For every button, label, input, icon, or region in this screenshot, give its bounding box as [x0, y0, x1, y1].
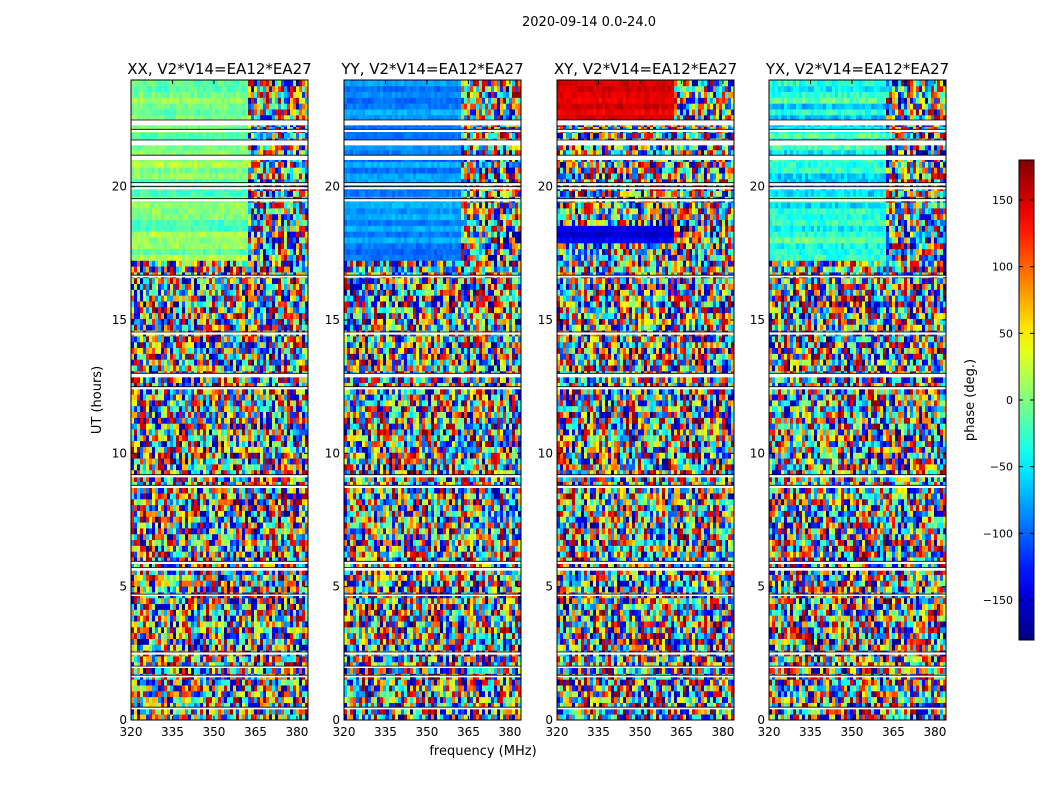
panel-yy: YY, V2*V14=EA12*EA27 320 335 350 365 380 0 5 10 1…: [325, 60, 524, 739]
panel-xy: XY, V2*V14=EA12*EA27 320 335 350 365 380 0 5 10 1…: [538, 60, 737, 739]
x-tick-label: 335: [161, 725, 184, 739]
y-tick-label: 15: [112, 313, 127, 327]
y-tick-label: 10: [112, 446, 127, 460]
x-tick-label: 380: [923, 725, 946, 739]
figure-title: 2020-09-14 0.0-24.0: [522, 15, 656, 30]
y-tick-label: 0: [119, 713, 127, 727]
x-tick-label: 365: [244, 725, 267, 739]
y-tick-label: 15: [750, 313, 765, 327]
colorbar-tick-label: −150: [983, 594, 1013, 607]
y-tick-label: 20: [325, 180, 340, 194]
colorbar-tick-label: −50: [990, 461, 1013, 474]
y-tick-label: 0: [332, 713, 340, 727]
x-tick-label: 335: [374, 725, 397, 739]
y-tick-label: 0: [757, 713, 765, 727]
y-tick-label: 10: [325, 446, 340, 460]
y-tick-label: 5: [757, 580, 765, 594]
panel-title: YY, V2*V14=EA12*EA27: [340, 60, 523, 78]
panel-xx: XX, V2*V14=EA12*EA27 320 335 350 365 380 0 5 10 1…: [112, 60, 312, 739]
x-tick-label: 380: [498, 725, 521, 739]
y-tick-label: 20: [538, 180, 553, 194]
x-axis-label: frequency (MHz): [429, 744, 536, 759]
y-tick-label: 20: [750, 180, 765, 194]
colorbar-tick-label: 50: [999, 327, 1013, 340]
y-tick-label: 10: [750, 446, 765, 460]
panel-frame: [556, 79, 735, 721]
x-tick-label: 350: [416, 725, 439, 739]
panel-title: YX, V2*V14=EA12*EA27: [765, 60, 949, 78]
x-tick-label: 365: [670, 725, 693, 739]
colorbar-tick-label: −100: [983, 527, 1013, 540]
x-tick-label: 380: [285, 725, 308, 739]
x-tick-label: 320: [546, 725, 569, 739]
x-tick-label: 350: [203, 725, 226, 739]
panel-frame: [768, 79, 947, 721]
y-tick-label: 20: [112, 180, 127, 194]
x-tick-label: 365: [457, 725, 480, 739]
panel-frame: [130, 79, 309, 721]
x-tick-label: 350: [629, 725, 652, 739]
panel-title: XX, V2*V14=EA12*EA27: [127, 60, 311, 78]
x-tick-label: 320: [333, 725, 356, 739]
x-tick-label: 365: [882, 725, 905, 739]
x-tick-label: 335: [799, 725, 822, 739]
phase-image: [131, 80, 308, 720]
panel-yx: YX, V2*V14=EA12*EA27 320 335 350 365 380 0 5 10 1…: [750, 60, 949, 739]
x-tick-label: 320: [120, 725, 143, 739]
colorbar-tick-label: 100: [992, 261, 1013, 274]
phase-image: [769, 80, 946, 720]
panels: XX, V2*V14=EA12*EA27 320 335 350 365 380 0 5 10 1…: [112, 60, 949, 739]
panel-title: XY, V2*V14=EA12*EA27: [554, 60, 737, 78]
colorbar: 150 100 50 0 −50 −100 −150: [983, 159, 1035, 641]
colorbar-label: phase (deg.): [963, 359, 978, 441]
x-tick-label: 335: [587, 725, 610, 739]
y-tick-label: 5: [332, 580, 340, 594]
x-tick-label: 380: [711, 725, 734, 739]
phase-image: [557, 80, 734, 720]
panel-frame: [343, 79, 522, 721]
colorbar-tick-label: 150: [992, 194, 1013, 207]
colorbar-tick-label: 0: [1006, 394, 1013, 407]
x-tick-label: 350: [841, 725, 864, 739]
y-tick-label: 15: [325, 313, 340, 327]
y-tick-label: 10: [538, 446, 553, 460]
y-tick-label: 5: [545, 580, 553, 594]
x-tick-label: 320: [758, 725, 781, 739]
y-tick-label: 0: [545, 713, 553, 727]
phase-image: [344, 80, 521, 720]
y-tick-label: 15: [538, 313, 553, 327]
y-axis-label: UT (hours): [90, 366, 105, 434]
y-tick-label: 5: [119, 580, 127, 594]
